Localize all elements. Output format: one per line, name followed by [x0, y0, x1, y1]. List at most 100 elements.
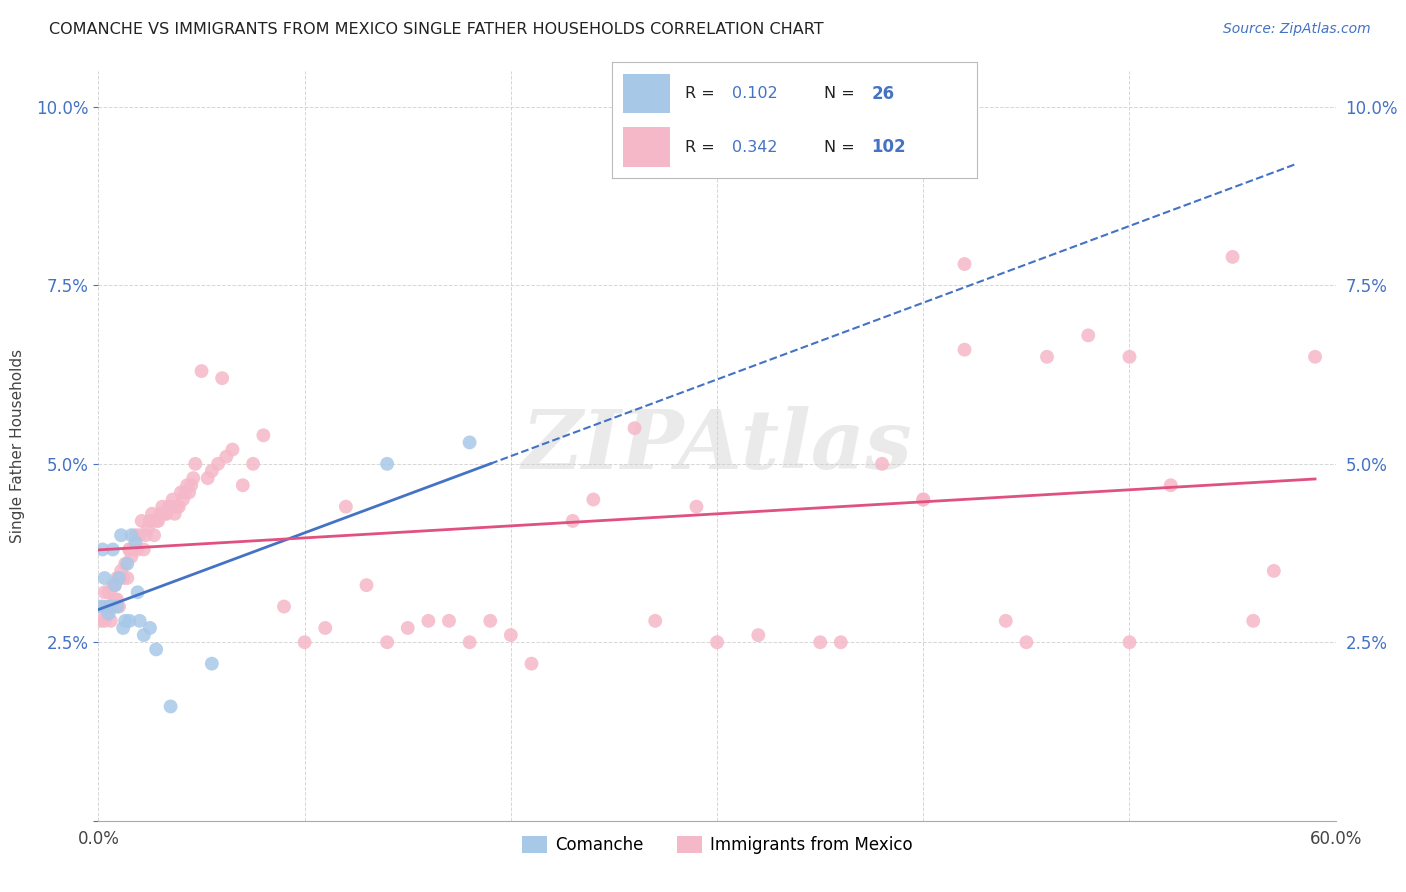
Point [582, 492, 605, 507]
Point [1241, 614, 1264, 628]
Point [105, 592, 128, 607]
Point [101, 542, 124, 557]
Point [201, 464, 224, 478]
Point [232, 478, 254, 492]
FancyBboxPatch shape [623, 128, 671, 167]
Point [97, 599, 120, 614]
Point [221, 442, 243, 457]
Point [148, 514, 170, 528]
Point [120, 528, 142, 542]
Point [953, 257, 976, 271]
Point [396, 621, 419, 635]
Point [1160, 478, 1182, 492]
Point [1263, 564, 1285, 578]
Point [124, 528, 146, 542]
Point [190, 364, 212, 378]
Point [479, 614, 502, 628]
Point [1118, 350, 1140, 364]
Text: N =: N = [824, 87, 859, 102]
Point [912, 492, 935, 507]
Point [314, 621, 336, 635]
Point [335, 500, 357, 514]
Point [499, 628, 522, 642]
Point [644, 614, 666, 628]
Point [143, 528, 166, 542]
Point [1015, 635, 1038, 649]
Point [1222, 250, 1244, 264]
Point [623, 421, 645, 435]
Point [114, 614, 136, 628]
Point [112, 571, 135, 585]
Point [520, 657, 543, 671]
Point [458, 435, 481, 450]
Text: N =: N = [824, 139, 859, 154]
Point [153, 507, 176, 521]
Point [215, 450, 238, 464]
Point [118, 542, 141, 557]
Point [104, 592, 127, 607]
Point [184, 457, 207, 471]
Point [122, 542, 145, 557]
Point [132, 628, 155, 642]
Point [93, 585, 115, 599]
Point [132, 542, 155, 557]
Point [141, 507, 163, 521]
Point [170, 485, 193, 500]
Point [294, 635, 316, 649]
Point [375, 635, 398, 649]
Point [127, 585, 149, 599]
Point [870, 457, 893, 471]
Point [197, 471, 219, 485]
Text: R =: R = [685, 139, 720, 154]
Text: 0.342: 0.342 [733, 139, 778, 154]
Point [117, 557, 139, 571]
Point [159, 699, 181, 714]
Point [418, 614, 440, 628]
Point [89, 614, 111, 628]
Point [117, 571, 139, 585]
Point [149, 507, 172, 521]
Text: 26: 26 [872, 85, 894, 103]
Point [356, 578, 378, 592]
Point [155, 507, 177, 521]
Point [104, 578, 127, 592]
Legend: Comanche, Immigrants from Mexico: Comanche, Immigrants from Mexico [515, 830, 920, 861]
Point [162, 492, 184, 507]
Point [128, 614, 150, 628]
Point [91, 599, 114, 614]
Point [93, 571, 115, 585]
Point [747, 628, 769, 642]
Point [994, 614, 1017, 628]
Point [112, 621, 135, 635]
Text: Source: ZipAtlas.com: Source: ZipAtlas.com [1223, 22, 1371, 37]
Point [96, 607, 118, 621]
Point [211, 371, 233, 385]
Point [1036, 350, 1059, 364]
Point [953, 343, 976, 357]
Point [136, 521, 159, 535]
Point [808, 635, 831, 649]
Point [101, 578, 124, 592]
Point [1303, 350, 1326, 364]
Point [458, 635, 481, 649]
Point [108, 571, 131, 585]
Point [167, 500, 190, 514]
Point [172, 492, 194, 507]
Point [1077, 328, 1099, 343]
Point [157, 500, 180, 514]
Point [912, 492, 935, 507]
Point [108, 599, 131, 614]
Point [135, 528, 157, 542]
Point [105, 571, 128, 585]
Text: ZIPAtlas: ZIPAtlas [522, 406, 912, 486]
Point [97, 607, 120, 621]
Point [108, 571, 131, 585]
Point [96, 599, 118, 614]
Point [128, 528, 150, 542]
Point [101, 599, 124, 614]
Point [105, 599, 128, 614]
Point [118, 542, 141, 557]
Point [181, 471, 204, 485]
Text: 0.102: 0.102 [733, 87, 778, 102]
Point [124, 535, 146, 549]
